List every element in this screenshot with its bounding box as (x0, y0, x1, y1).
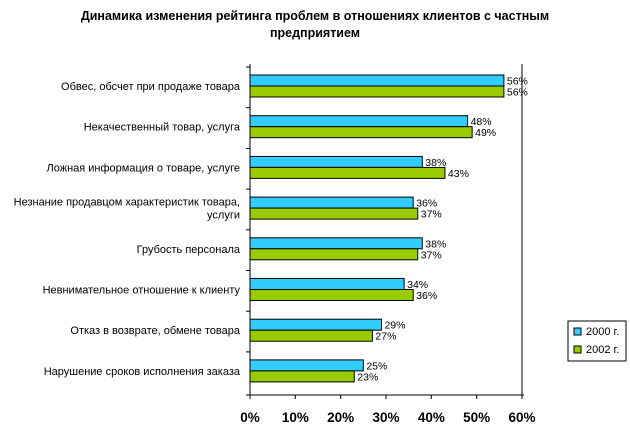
category-label: Нарушение сроков исполнения заказа (44, 366, 241, 378)
data-label: 34% (407, 279, 428, 291)
bar (249, 115, 469, 128)
bar (249, 289, 414, 301)
legend-label: 2002 г. (586, 344, 619, 356)
data-label: 37% (421, 209, 442, 221)
legend: 2000 г. 2002 г. (567, 320, 627, 362)
bar (249, 248, 419, 261)
x-tick-label: 10% (282, 410, 309, 425)
chart-title-line: предприятием (270, 26, 360, 40)
category-label: Грубость персонала (137, 244, 241, 256)
data-label: 49% (475, 127, 496, 139)
bar (249, 237, 423, 250)
bar (249, 359, 364, 372)
legend-swatch (573, 345, 582, 354)
bar (249, 155, 423, 168)
data-label: 48% (471, 116, 492, 128)
data-label: 36% (416, 290, 437, 302)
x-tick-label: 50% (463, 410, 490, 425)
bar (249, 196, 414, 209)
bar (249, 370, 355, 383)
legend-label: 2000 г. (586, 326, 619, 338)
chart-title: Динамика изменения рейтинга проблем в от… (81, 9, 549, 40)
bar (249, 85, 505, 98)
category-label: услуги (207, 210, 240, 222)
bar (249, 318, 382, 331)
chart-title-line: Динамика изменения рейтинга проблем в от… (81, 9, 549, 23)
data-label: 38% (425, 238, 446, 250)
bar (249, 207, 419, 220)
data-label: 56% (507, 87, 528, 99)
category-label: Обвес, обсчет при продаже товара (61, 81, 241, 93)
x-tick-label: 30% (372, 410, 399, 425)
plot-area: Обвес, обсчет при продаже товара 56%56% Не… (14, 64, 536, 425)
legend-swatch (573, 327, 582, 336)
x-tick-label: 20% (327, 410, 354, 425)
data-label: 27% (375, 331, 396, 343)
data-label: 36% (416, 198, 437, 210)
data-label: 25% (366, 360, 387, 372)
bar (249, 166, 446, 179)
category-label: Отказ в возврате, обмене товара (70, 325, 240, 337)
data-label: 29% (384, 320, 405, 332)
bar (249, 74, 505, 87)
bar (249, 278, 405, 290)
x-tick-label: 60% (508, 410, 535, 425)
category-label: Некачественный товар, услуга (84, 122, 241, 134)
x-tick-label: 0% (240, 410, 260, 425)
data-label: 38% (425, 157, 446, 169)
bar (249, 329, 373, 342)
data-label: 37% (421, 249, 442, 261)
category-label: Невнимательное отношение к клиенту (43, 285, 241, 297)
data-label: 23% (357, 371, 378, 383)
bar (249, 126, 473, 139)
data-label: 56% (507, 76, 528, 88)
data-label: 43% (448, 168, 469, 180)
category-label: Ложная информация о товаре, услуге (47, 162, 241, 174)
category-label: Незнание продавцом характеристик товара, (14, 197, 240, 209)
x-tick-label: 40% (418, 410, 445, 425)
